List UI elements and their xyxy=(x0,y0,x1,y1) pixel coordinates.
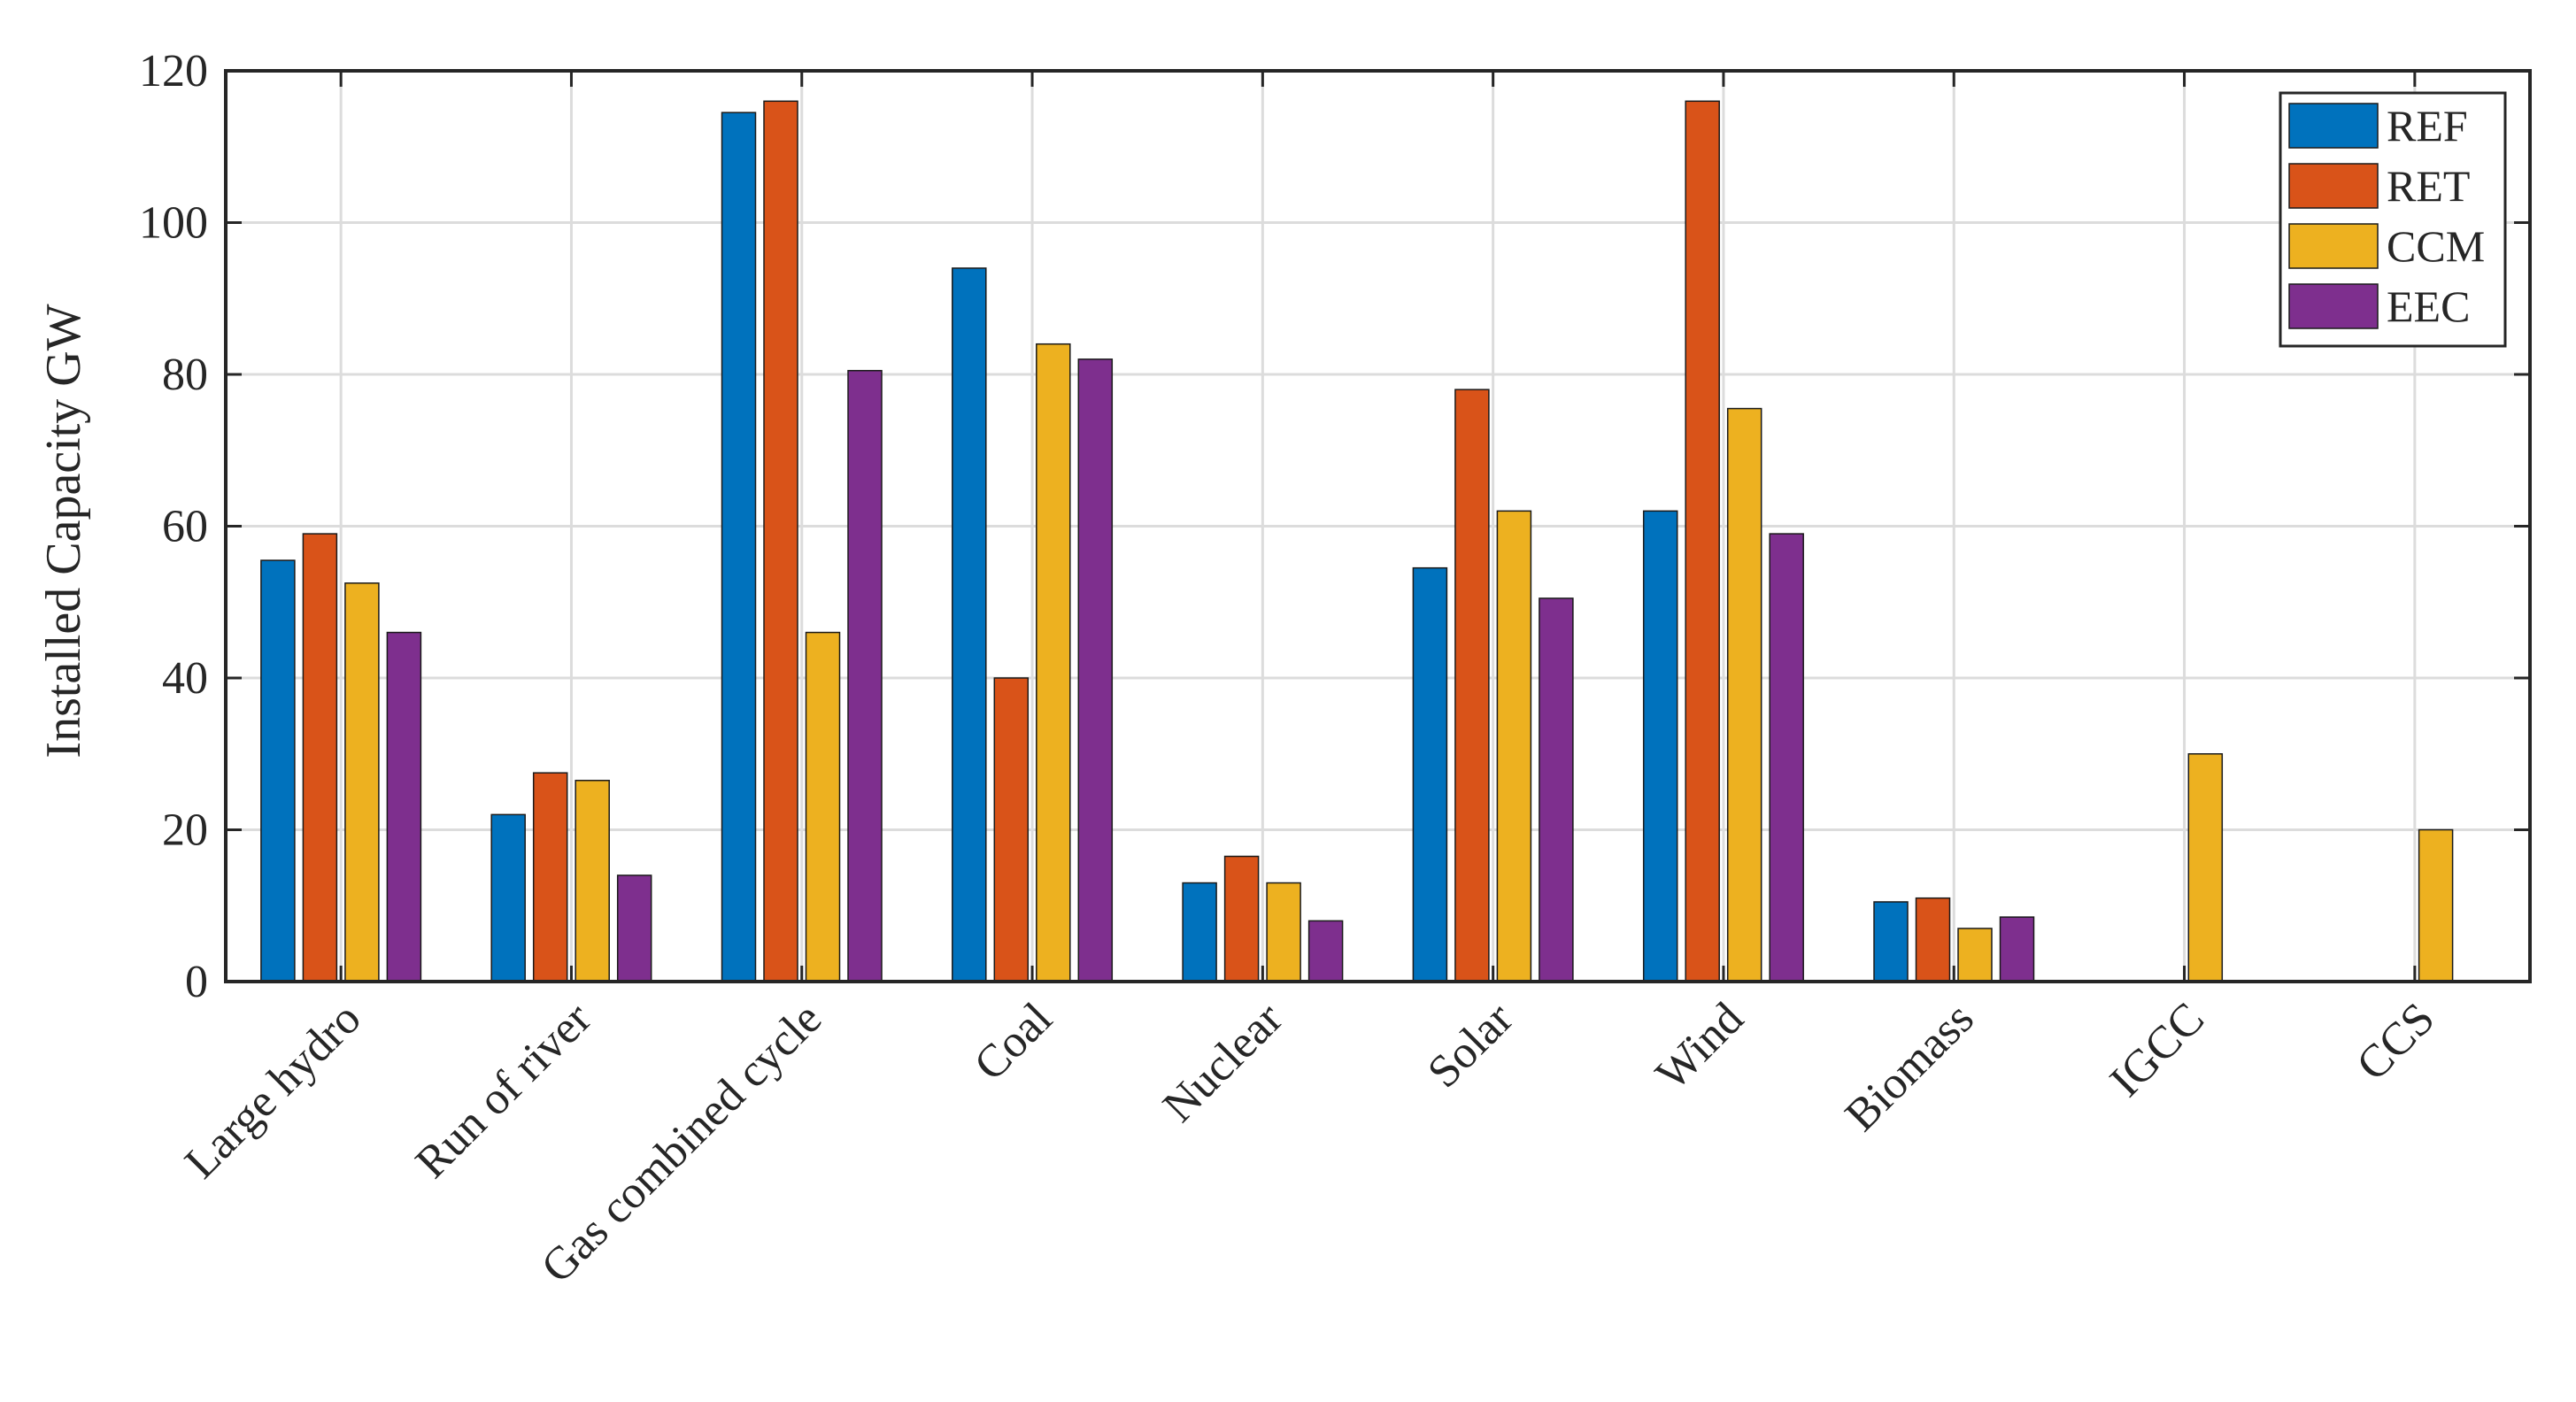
legend: REF RET CCM EEC xyxy=(2279,91,2507,348)
bar-ccm xyxy=(1266,882,1301,982)
bar-ccm xyxy=(2418,828,2454,982)
bar-eec xyxy=(847,369,883,982)
y-tick-label: 80 xyxy=(162,350,208,400)
x-tick-label: Run of river xyxy=(406,993,601,1188)
legend-swatch-ref xyxy=(2288,103,2379,149)
bar-ccm xyxy=(1496,510,1532,982)
axes xyxy=(224,69,2532,983)
legend-label-ret: RET xyxy=(2387,161,2470,211)
bar-ccm xyxy=(805,631,841,982)
bar-eec xyxy=(1307,920,1344,982)
bar-ref xyxy=(1182,882,1217,982)
y-tick-label: 100 xyxy=(139,198,208,249)
bar-ref xyxy=(1412,566,1448,982)
bar-eec xyxy=(1999,916,2035,982)
x-tick-label: Wind xyxy=(1647,993,1754,1100)
bar-ccm xyxy=(1957,928,1993,982)
bar-ccm xyxy=(1726,407,1762,982)
bar-eec xyxy=(1077,358,1114,982)
bar-ccm xyxy=(344,582,380,982)
x-tick-label: Nuclear xyxy=(1153,993,1292,1132)
legend-swatch-ret xyxy=(2288,163,2379,209)
y-tick-label: 40 xyxy=(162,653,208,704)
bar-ref xyxy=(1873,901,1909,982)
bar-ccm xyxy=(1036,343,1071,982)
legend-swatch-eec xyxy=(2288,283,2379,329)
x-tick-label: CCS xyxy=(2348,993,2445,1090)
bar-ref xyxy=(260,559,296,982)
bar-ccm xyxy=(575,780,610,982)
bar-ret xyxy=(993,677,1030,982)
bar-eec xyxy=(386,631,422,982)
y-tick-label: 0 xyxy=(185,957,208,1007)
bar-ret xyxy=(1915,897,1951,982)
legend-label-ccm: CCM xyxy=(2387,221,2485,271)
x-tick-label: IGCC xyxy=(2101,993,2214,1106)
legend-label-ref: REF xyxy=(2387,101,2468,150)
y-tick-label: 60 xyxy=(162,502,208,552)
x-tick-label: Solar xyxy=(1418,993,1523,1098)
bar-ret xyxy=(1685,100,1720,982)
x-tick-label: Biomass xyxy=(1836,993,1984,1141)
legend-swatch-ccm xyxy=(2288,223,2379,269)
x-tick-label: Large hydro xyxy=(175,993,370,1188)
bars xyxy=(260,100,2454,982)
bar-eec xyxy=(616,874,652,982)
grid-lines xyxy=(226,69,2530,983)
bar-ref xyxy=(952,267,987,982)
bar-ref xyxy=(490,813,526,982)
bar-ret xyxy=(302,533,338,982)
bar-ret xyxy=(763,100,798,982)
y-axis-label: Installed Capacity GW xyxy=(36,304,91,758)
bar-eec xyxy=(1769,533,1804,982)
bar-ret xyxy=(1223,855,1260,982)
bar-ret xyxy=(532,772,568,982)
bar-ref xyxy=(1642,510,1678,982)
bar-eec xyxy=(1539,597,1574,982)
bar-ref xyxy=(721,112,757,982)
y-tick-label: 120 xyxy=(139,46,208,96)
x-tick-label: Coal xyxy=(965,993,1062,1090)
legend-label-eec: EEC xyxy=(2387,281,2470,331)
bar-ret xyxy=(1454,389,1490,982)
y-tick-label: 20 xyxy=(162,805,208,856)
bar-ccm xyxy=(2187,753,2224,982)
